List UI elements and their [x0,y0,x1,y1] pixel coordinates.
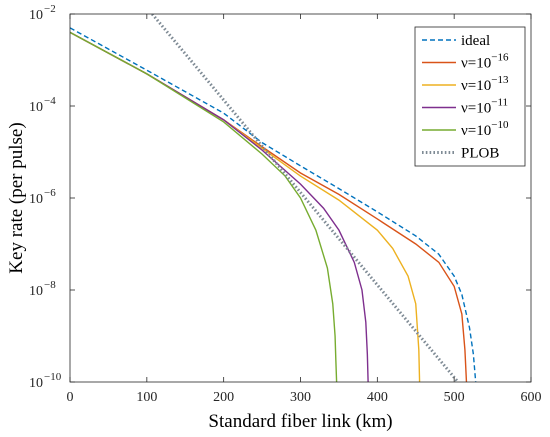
y-tick-label: 10 [29,8,43,23]
x-tick-label: 400 [367,390,388,405]
series-line-0 [70,27,477,382]
y-tick-exponent: −4 [44,95,56,107]
x-tick-label: 600 [521,390,542,405]
y-tick-exponent: −10 [44,371,62,383]
series-line-1 [70,31,468,382]
y-tick-exponent: −8 [44,279,56,291]
legend-label-0: ideal [461,33,490,49]
y-axis-label: Key rate (per pulse) [6,122,27,273]
x-tick-label: 500 [444,390,465,405]
series-line-4 [70,31,338,382]
legend-label-5: PLOB [461,146,499,162]
series-line-3 [70,31,369,382]
x-tick-label: 300 [290,390,311,405]
series-line-2 [70,31,421,382]
series-lines [70,14,477,382]
legend-box [414,26,526,167]
x-tick-label: 0 [67,390,74,405]
y-tick-label: 10 [29,100,43,115]
x-tick-label: 200 [213,390,234,405]
y-tick-label: 10 [29,192,43,207]
y-tick-exponent: −2 [44,3,56,15]
y-tick-label: 10 [29,284,43,299]
x-axis-label: Standard fiber link (km) [208,411,392,432]
x-tick-label: 100 [136,390,157,405]
y-tick-exponent: −6 [44,187,56,199]
y-tick-label: 10 [29,376,43,391]
series-line-5 [151,14,460,382]
